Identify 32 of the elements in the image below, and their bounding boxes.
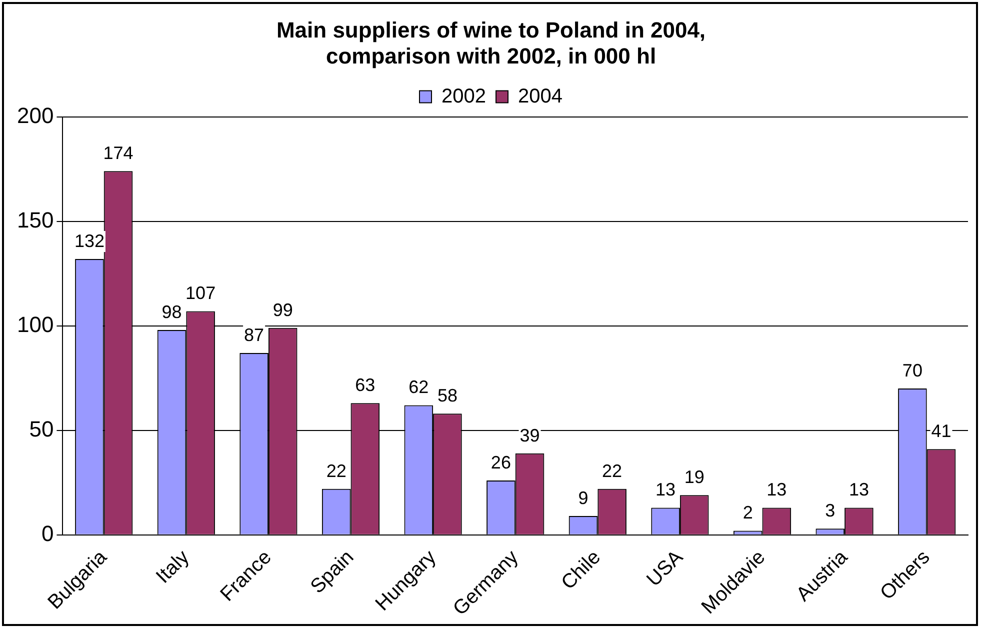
data-label: 41 [931, 421, 952, 442]
y-tick-label: 0 [41, 520, 54, 546]
y-tick-label: 150 [16, 207, 54, 232]
data-label: 98 [162, 302, 182, 322]
data-label: 107 [186, 283, 216, 304]
data-label: 9 [578, 488, 588, 508]
data-label: 87 [244, 324, 264, 345]
data-label: 99 [272, 300, 293, 320]
legend-label: 2004 [518, 85, 562, 108]
data-label: 62 [408, 377, 429, 398]
y-tick-label: 100 [16, 312, 54, 337]
data-label: 132 [74, 230, 104, 251]
data-label: 3 [825, 500, 836, 521]
data-label: 58 [437, 386, 458, 406]
x-tick-label: Italy [152, 546, 194, 588]
data-label: 39 [520, 425, 540, 446]
data-label: 2 [742, 502, 753, 523]
data-label: 22 [602, 460, 622, 481]
data-label: 13 [766, 480, 787, 500]
data-label: 22 [326, 460, 346, 481]
data-label: 70 [902, 360, 922, 381]
data-label: 19 [684, 467, 704, 488]
y-tick-label: 50 [29, 416, 54, 442]
data-label: 63 [355, 375, 376, 396]
legend-label: 2002 [442, 85, 486, 108]
data-label: 13 [656, 480, 676, 500]
chart-title: Main suppliers of wine to Poland in 2004, comparison with 2002, in 000 hl [276, 17, 706, 69]
data-label: 174 [103, 143, 134, 164]
data-label: 13 [848, 480, 869, 500]
data-label: 26 [490, 452, 511, 472]
y-tick-label: 200 [16, 102, 54, 128]
x-tick-label: USA [642, 546, 688, 591]
